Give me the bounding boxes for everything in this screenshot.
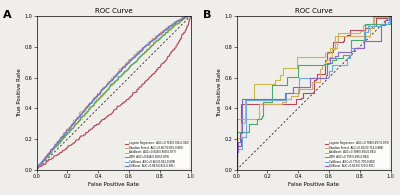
X-axis label: False Positive Rate: False Positive Rate xyxy=(288,182,339,187)
Title: ROC Curve: ROC Curve xyxy=(95,8,132,14)
Y-axis label: True Positive Rate: True Positive Rate xyxy=(17,68,22,117)
Legend: Logistic Regression  AUC=0.788(0.697,0.879), Random Forest  AUC=0.802(0.714,0.88: Logistic Regression AUC=0.788(0.697,0.87… xyxy=(324,140,390,169)
Legend: Logistic Regression  AUC=0.719(0.706,0.920), Random Forest  AUC=0.867(0.815,0.88: Logistic Regression AUC=0.719(0.706,0.92… xyxy=(124,140,190,169)
Text: B: B xyxy=(203,10,211,20)
Y-axis label: True Positive Rate: True Positive Rate xyxy=(217,68,222,117)
X-axis label: False Positive Rate: False Positive Rate xyxy=(88,182,139,187)
Text: A: A xyxy=(3,10,11,20)
Title: ROC Curve: ROC Curve xyxy=(295,8,332,14)
